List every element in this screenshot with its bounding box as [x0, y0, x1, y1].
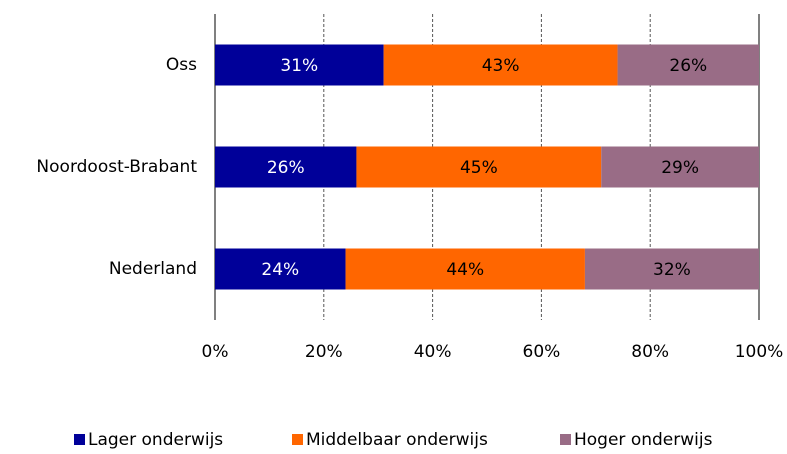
y-tick-label: Nederland — [109, 259, 197, 279]
data-label: 26% — [267, 158, 305, 178]
y-tick-label: Oss — [166, 55, 197, 75]
legend-label: Middelbaar onderwijs — [306, 430, 488, 450]
data-label: 26% — [669, 56, 707, 76]
bar-segment — [601, 146, 759, 188]
bar-segment — [356, 146, 602, 188]
bar-segment — [215, 44, 384, 86]
data-label: 32% — [653, 260, 691, 280]
x-tick-label: 80% — [631, 342, 669, 362]
bar-segment — [215, 146, 357, 188]
data-label: 31% — [280, 56, 318, 76]
legend-label: Lager onderwijs — [88, 430, 223, 450]
x-tick-label: 20% — [305, 342, 343, 362]
bar-segment — [617, 44, 759, 86]
data-label: 24% — [261, 260, 299, 280]
legend-label: Hoger onderwijs — [574, 430, 713, 450]
legend-swatch — [74, 434, 85, 445]
bar-segment — [383, 44, 618, 86]
bar-segment — [345, 248, 585, 290]
bar-segment — [215, 248, 346, 290]
x-tick-label: 40% — [414, 342, 452, 362]
x-tick-label: 60% — [523, 342, 561, 362]
x-tick-label: 0% — [202, 342, 229, 362]
legend-swatch — [560, 434, 571, 445]
x-tick-label: 100% — [735, 342, 784, 362]
data-label: 44% — [446, 260, 484, 280]
legend-swatch — [292, 434, 303, 445]
data-label: 45% — [460, 158, 498, 178]
bar-segment — [584, 248, 759, 290]
data-label: 29% — [661, 158, 699, 178]
y-tick-label: Noordoost-Brabant — [36, 157, 197, 177]
data-label: 43% — [482, 56, 520, 76]
